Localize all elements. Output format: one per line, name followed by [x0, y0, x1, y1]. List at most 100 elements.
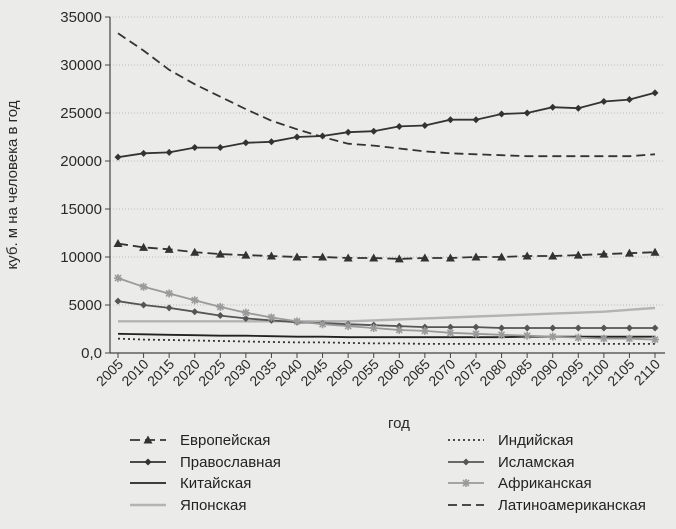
legend-item: Латиноамериканская — [448, 497, 646, 514]
data-point — [318, 320, 327, 329]
data-point — [599, 249, 609, 258]
data-point — [445, 253, 455, 262]
data-point — [344, 128, 352, 136]
data-point — [266, 251, 276, 260]
data-point — [344, 322, 353, 331]
x-tick-label: 2015 — [144, 356, 177, 389]
data-point — [165, 304, 173, 312]
legend-item: Японская — [130, 497, 246, 514]
y-tick-label: 5000 — [69, 297, 102, 314]
legend-item: Европейская — [130, 432, 270, 449]
x-tick-label: 2065 — [400, 356, 433, 389]
data-point — [420, 326, 429, 335]
data-point — [651, 335, 659, 344]
data-point — [293, 317, 301, 326]
y-tick-label: 30000 — [60, 57, 102, 74]
x-tick-label: 2040 — [272, 356, 305, 389]
data-point — [498, 110, 506, 118]
data-point — [549, 324, 557, 332]
series-line — [117, 91, 656, 159]
legend-label: Православная — [180, 454, 281, 471]
data-point — [574, 104, 582, 112]
data-point — [625, 96, 633, 104]
data-point — [190, 296, 199, 305]
data-point — [114, 297, 122, 305]
x-tick-label: 2020 — [169, 356, 202, 389]
series — [117, 337, 655, 345]
data-point — [446, 328, 455, 337]
series-line — [117, 337, 655, 345]
y-tick-label: 25000 — [60, 105, 102, 122]
data-point — [143, 435, 153, 444]
legend: Европейская Православная Китайская Японская… — [130, 432, 646, 514]
data-point — [651, 324, 659, 332]
data-point — [523, 324, 531, 332]
data-point — [343, 253, 353, 262]
series — [114, 274, 659, 344]
legend-label: Японская — [180, 497, 246, 514]
legend-item: Православная — [130, 454, 281, 471]
data-point — [498, 324, 506, 332]
data-point — [472, 116, 480, 124]
data-point — [599, 334, 608, 343]
data-point — [241, 308, 250, 317]
x-tick-label: 2095 — [553, 356, 586, 389]
data-point — [216, 144, 224, 152]
data-point — [625, 334, 634, 343]
data-point — [462, 479, 470, 487]
y-tick-label: 10000 — [60, 249, 102, 266]
data-point — [369, 324, 378, 333]
data-point — [395, 325, 404, 334]
series — [114, 89, 659, 161]
legend-item: Китайская — [130, 475, 251, 492]
data-point — [267, 138, 275, 146]
data-point — [165, 289, 174, 298]
data-point — [140, 301, 148, 309]
data-point — [144, 458, 152, 466]
x-tick-label: 2055 — [348, 356, 381, 389]
series-line — [117, 32, 656, 158]
data-point — [140, 149, 148, 157]
data-point — [624, 248, 634, 257]
data-point — [395, 122, 403, 130]
series-line — [117, 277, 656, 341]
x-tick-label: 2060 — [374, 356, 407, 389]
series — [118, 306, 656, 323]
series — [117, 32, 656, 158]
data-point — [574, 324, 582, 332]
data-point — [549, 103, 557, 111]
series-lines — [113, 32, 660, 345]
data-point — [394, 254, 404, 263]
data-point — [600, 97, 608, 105]
legend-label: Африканская — [498, 475, 592, 492]
data-point — [190, 247, 200, 256]
x-tick-label: 2110 — [631, 356, 664, 389]
data-point — [114, 153, 122, 161]
x-tick-label: 2050 — [323, 356, 356, 389]
y-tick-label: 20000 — [60, 153, 102, 170]
data-point — [241, 250, 251, 259]
x-tick-label: 2105 — [604, 356, 637, 389]
data-point — [523, 331, 532, 340]
data-point — [548, 332, 557, 341]
x-tick-label: 2030 — [221, 356, 254, 389]
data-point — [139, 282, 148, 291]
data-point — [522, 251, 532, 260]
x-tick-label: 2075 — [451, 356, 484, 389]
series — [114, 297, 659, 332]
data-point — [625, 324, 633, 332]
legend-label: Латиноамериканская — [498, 497, 646, 514]
y-axis-ticks: 0,0 5000 10000 15000 20000 25000 30000 35000 — [60, 9, 110, 362]
y-axis-label: куб. м на человека в год — [4, 100, 21, 269]
data-point — [574, 333, 583, 342]
data-point — [446, 323, 454, 331]
data-point — [113, 239, 123, 248]
data-point — [471, 252, 481, 261]
legend-item: Индийская — [448, 432, 573, 449]
x-tick-label: 2010 — [118, 356, 151, 389]
data-point — [267, 313, 276, 322]
y-tick-label: 35000 — [60, 9, 102, 26]
legend-label: Индийская — [498, 432, 573, 449]
